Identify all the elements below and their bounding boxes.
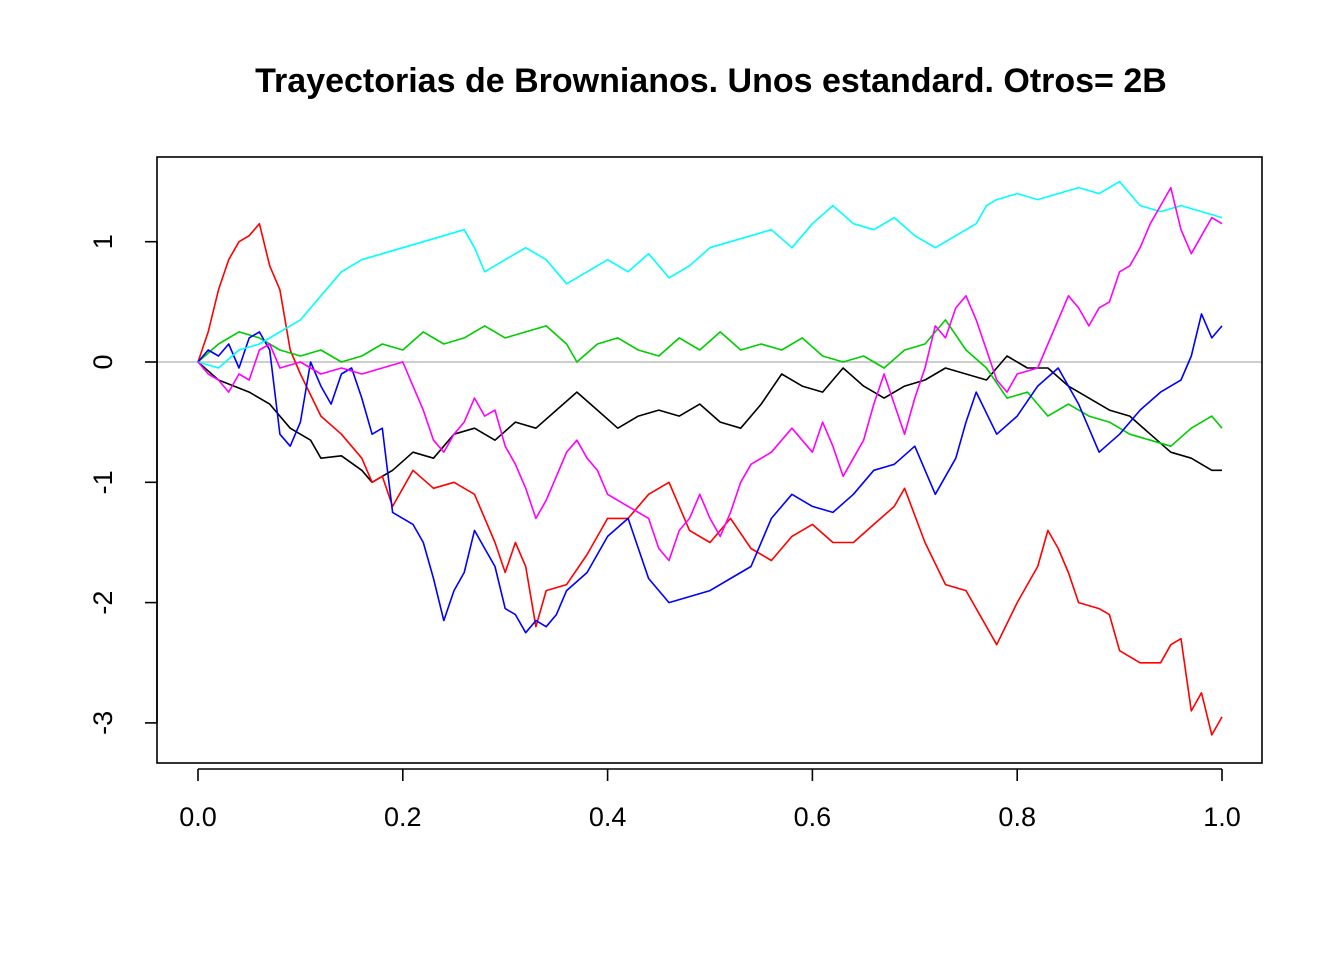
- y-tick-label: 0: [88, 354, 118, 369]
- series-line-6: [197, 186, 1223, 562]
- series-line-3: [197, 319, 1223, 447]
- y-tick-label: 1: [88, 234, 118, 249]
- series-line-4: [197, 313, 1223, 634]
- series-line-5: [197, 180, 1223, 369]
- x-tick-label: 0.4: [589, 802, 627, 832]
- x-axis: 0.0 0.2 0.4 0.6 0.8 1.0: [179, 768, 1241, 832]
- series-layer: [197, 180, 1223, 736]
- chart-title: Trayectorias de Brownianos. Unos estanda…: [255, 62, 1167, 100]
- x-tick-label: 0.8: [998, 802, 1036, 832]
- series-line-2: [197, 222, 1223, 736]
- x-tick-label: 1.0: [1203, 802, 1241, 832]
- y-tick-label: -2: [88, 591, 118, 615]
- x-tick-label: 0.0: [179, 802, 217, 832]
- y-axis: -3 -2 -1 0 1: [88, 234, 158, 735]
- y-tick-label: -3: [88, 711, 118, 735]
- x-tick-label: 0.6: [794, 802, 832, 832]
- x-tick-label: 0.2: [384, 802, 422, 832]
- series-line-1: [197, 355, 1222, 484]
- y-tick-label: -1: [88, 470, 118, 494]
